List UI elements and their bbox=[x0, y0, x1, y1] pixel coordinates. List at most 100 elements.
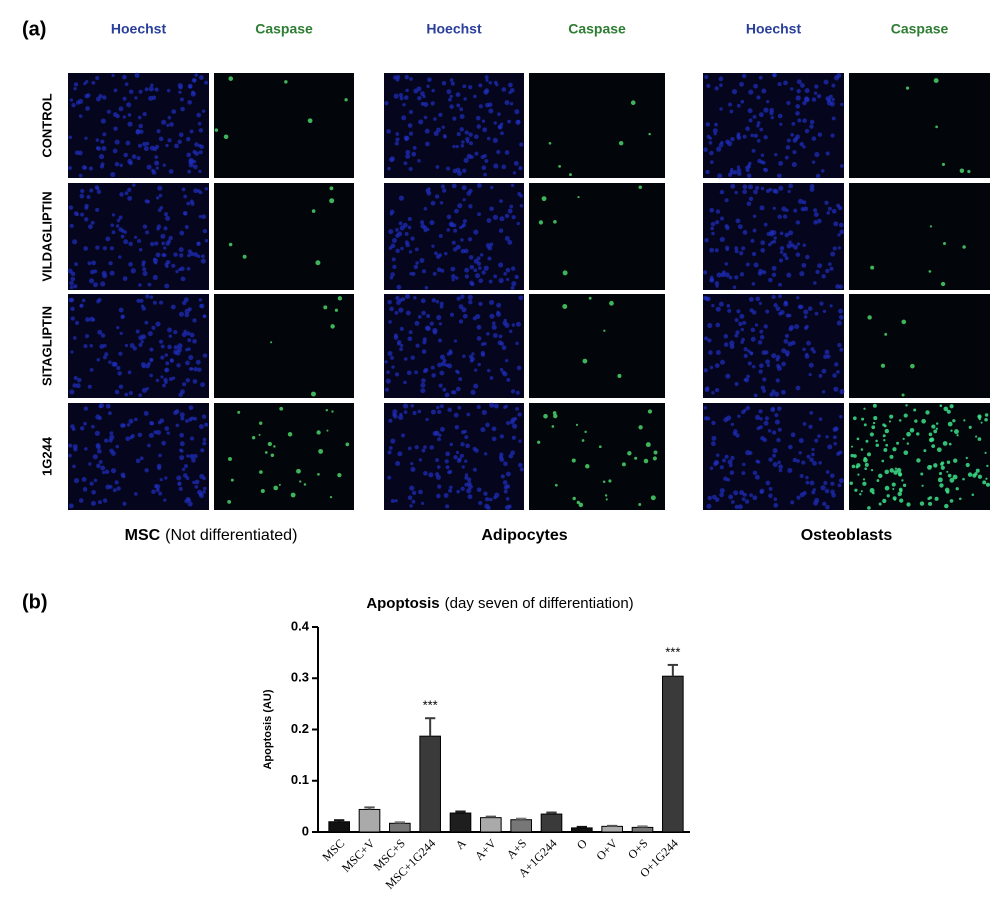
nucleus bbox=[127, 121, 133, 127]
nucleus bbox=[431, 88, 435, 93]
caspase-spot bbox=[604, 494, 608, 497]
nucleus bbox=[803, 326, 808, 331]
nucleus bbox=[809, 124, 814, 129]
nucleus bbox=[157, 208, 162, 213]
nucleus bbox=[815, 173, 821, 179]
nucleus bbox=[773, 502, 779, 508]
nucleus bbox=[822, 309, 827, 314]
nucleus bbox=[398, 307, 404, 313]
nucleus bbox=[198, 298, 203, 302]
nucleus bbox=[439, 426, 445, 432]
nucleus bbox=[758, 301, 762, 305]
nucleus bbox=[178, 267, 182, 272]
nucleus bbox=[405, 310, 411, 316]
nucleus bbox=[809, 119, 815, 125]
caspase-spot bbox=[552, 411, 557, 415]
nucleus bbox=[455, 369, 459, 374]
nucleus bbox=[435, 165, 440, 169]
micrograph bbox=[384, 183, 524, 290]
nucleus bbox=[185, 496, 191, 502]
nucleus bbox=[514, 274, 519, 280]
nucleus bbox=[490, 185, 494, 190]
nucleus bbox=[752, 364, 756, 369]
caspase-spot bbox=[927, 465, 932, 470]
nucleus bbox=[73, 477, 80, 484]
group-note: (Not differentiated) bbox=[165, 527, 297, 544]
nucleus bbox=[149, 347, 154, 352]
nucleus bbox=[760, 435, 765, 441]
caspase-spot bbox=[602, 480, 606, 484]
nucleus bbox=[711, 304, 715, 308]
nucleus bbox=[160, 355, 165, 360]
nucleus bbox=[154, 87, 159, 92]
nucleus bbox=[788, 240, 792, 244]
nucleus bbox=[70, 276, 76, 282]
title: Apoptosis bbox=[366, 595, 439, 612]
caspase-spot bbox=[939, 483, 944, 488]
nucleus bbox=[100, 465, 106, 471]
nucleus bbox=[734, 275, 739, 280]
nucleus bbox=[80, 212, 85, 217]
nucleus bbox=[716, 146, 722, 152]
micrograph bbox=[214, 403, 354, 510]
nucleus bbox=[826, 354, 831, 359]
nucleus bbox=[772, 430, 777, 435]
nucleus bbox=[138, 343, 143, 348]
nucleus bbox=[147, 443, 151, 448]
nucleus bbox=[746, 173, 752, 178]
nucleus bbox=[120, 423, 125, 428]
nucleus bbox=[752, 495, 758, 501]
nucleus bbox=[831, 116, 836, 121]
nucleus bbox=[100, 281, 106, 287]
nucleus bbox=[154, 155, 159, 159]
caspase-spot bbox=[337, 472, 342, 478]
nucleus bbox=[111, 230, 116, 235]
caspase-spot bbox=[933, 463, 938, 468]
nucleus bbox=[191, 90, 195, 95]
nucleus bbox=[85, 106, 90, 111]
nucleus bbox=[796, 79, 802, 85]
nucleus bbox=[173, 252, 178, 257]
nucleus bbox=[760, 153, 765, 157]
nucleus bbox=[69, 389, 75, 395]
nucleus bbox=[411, 271, 416, 276]
nucleus bbox=[793, 208, 798, 213]
nucleus bbox=[448, 469, 453, 474]
nucleus bbox=[109, 270, 115, 276]
nucleus bbox=[122, 74, 127, 80]
nucleus bbox=[163, 246, 167, 250]
nucleus bbox=[177, 482, 181, 486]
nucleus bbox=[454, 424, 460, 430]
caspase-spot bbox=[947, 421, 953, 427]
nucleus bbox=[435, 300, 440, 304]
nucleus bbox=[118, 384, 124, 389]
caspase-spot bbox=[941, 162, 946, 166]
bar bbox=[328, 821, 350, 833]
nucleus bbox=[464, 274, 470, 279]
nucleus bbox=[837, 233, 841, 237]
nucleus bbox=[142, 271, 148, 277]
nucleus bbox=[155, 487, 160, 493]
caspase-spot bbox=[849, 481, 853, 486]
nucleus bbox=[167, 115, 172, 120]
nucleus bbox=[185, 136, 191, 142]
nucleus bbox=[838, 308, 843, 314]
nucleus bbox=[190, 436, 195, 441]
nucleus bbox=[167, 327, 172, 333]
nucleus bbox=[802, 347, 806, 352]
nucleus bbox=[92, 282, 98, 288]
nucleus bbox=[795, 385, 801, 391]
nucleus bbox=[715, 220, 720, 225]
nucleus bbox=[96, 449, 102, 454]
nucleus bbox=[777, 427, 782, 432]
nucleus bbox=[425, 417, 429, 422]
caspase-spot bbox=[903, 413, 908, 418]
nucleus bbox=[417, 315, 422, 319]
nucleus bbox=[704, 336, 709, 341]
nucleus bbox=[458, 377, 463, 382]
caspase-spot bbox=[273, 485, 279, 491]
caspase-spot bbox=[943, 406, 949, 412]
micrograph bbox=[214, 73, 354, 178]
nucleus bbox=[811, 97, 817, 102]
nucleus bbox=[801, 262, 807, 268]
